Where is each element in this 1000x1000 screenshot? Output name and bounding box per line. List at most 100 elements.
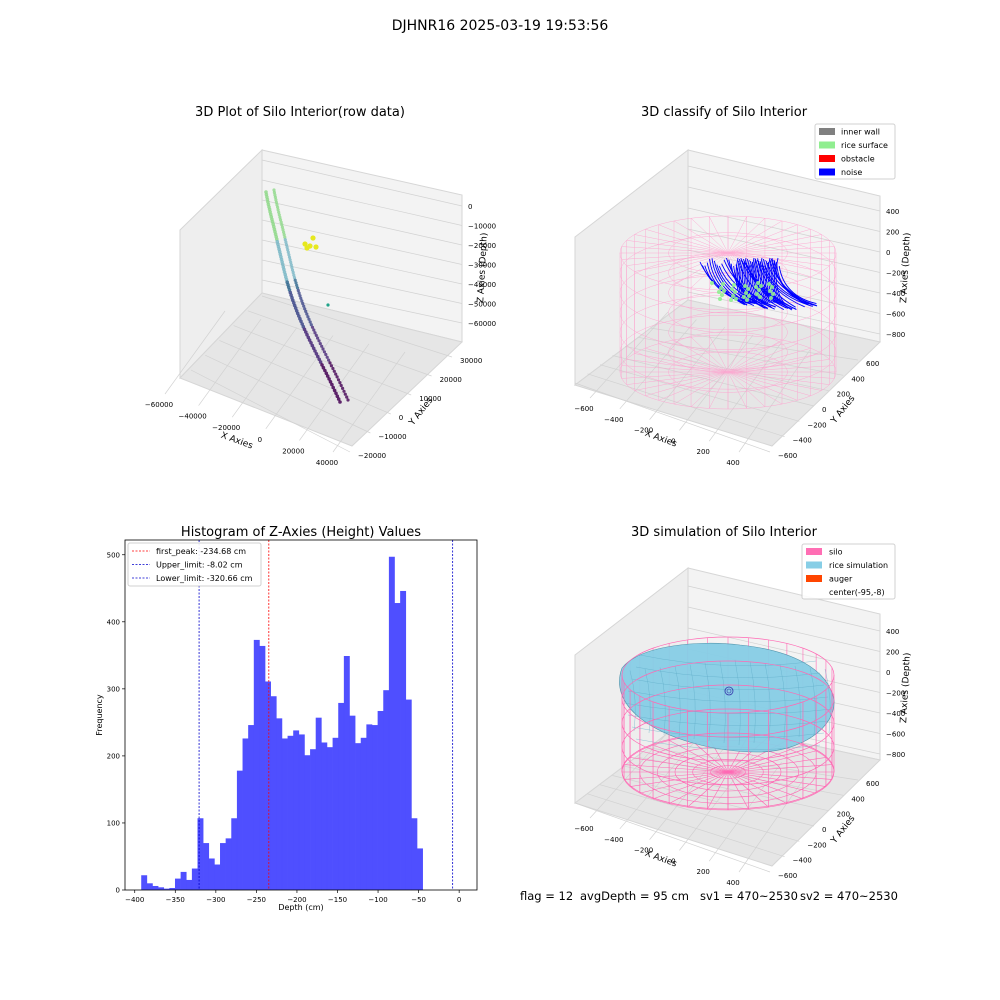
rice-surface-point [769,296,773,300]
raw-data-point [292,276,297,280]
silo-floor-spoke [639,771,729,794]
noise-trace [728,259,768,309]
rice-surface-point [759,284,763,288]
raw-data-point [336,378,341,382]
y-tick-label: −600 [778,452,797,460]
legend-label-center: center(-95,-8) [829,588,885,597]
noise-trace [773,261,783,304]
silo-top-spoke [727,224,798,254]
silo-ring [621,708,835,786]
z-tick-label: −800 [886,751,905,759]
silo-top-spoke [727,218,766,254]
x-tick-label: 40000 [316,459,338,467]
legend-swatch-inner-wall [819,128,835,135]
histogram-bar [388,556,395,890]
raw-data-point [304,330,308,334]
raw-data-point [281,228,285,232]
grid-line [589,311,669,399]
histogram-frame [124,539,478,891]
histogram-bar [383,690,390,890]
simulation-legend: silo rice simulation auger center(-95,-8… [801,543,896,600]
grid-line [587,793,785,858]
raw-data-point [294,281,298,285]
raw-data-point [314,333,318,337]
silo-bottom-spoke [658,343,729,373]
raw-data-point [309,323,313,327]
raw-data-point [322,350,326,354]
silo-top-spoke [690,218,729,254]
rice-surface-point [710,281,714,285]
raw-data-point [345,395,349,399]
y-tick-label: 30000 [460,357,482,365]
raw-data-point [316,336,320,340]
raw-data-point [276,208,280,212]
histogram-bar [304,755,311,890]
legend-swatch-silo [806,548,822,555]
noise-trace [743,257,753,304]
histogram-bar [146,883,153,890]
raw-data-point [286,248,290,252]
legend-swatch-auger [806,575,822,582]
rice-surface-point [743,284,747,288]
histogram-bar [180,871,187,890]
grid-line [708,762,782,862]
raw-data-point [321,347,325,351]
raw-data-point [272,188,276,192]
raw-data-point [274,200,278,204]
histogram-bar [355,743,362,890]
rice-surface-point [770,285,774,289]
raw-data-point [305,312,309,316]
silo-bottom-spoke [658,371,729,401]
legend-label-rice-surface: rice surface [841,141,888,150]
histogram-bar [343,656,350,890]
raw-data-point [284,243,289,247]
x-tick-label: −600 [574,825,593,833]
histogram-x-tick-label: −150 [328,896,347,904]
raw-data-point [308,320,312,324]
histogram-bar [141,875,148,890]
raw-data-point [343,392,347,396]
grid-line [637,336,844,376]
raw-data-point [299,296,303,300]
z-tick-label: −60000 [468,320,496,328]
raw-data-point [320,344,324,348]
z-tick-label: −800 [886,331,905,339]
silo-bottom-spoke [709,335,729,373]
grid-line [587,373,785,438]
y-tick-label: −20000 [358,452,386,460]
y-tick-label: −600 [778,872,797,880]
raw-data-point [272,190,276,195]
y-tick-label: 20000 [440,376,462,384]
raw-data-point [274,198,278,202]
noise-trace [735,257,745,304]
raw-data-point [282,230,286,234]
noise-trace [745,258,754,304]
silo-floor-spoke [707,771,729,810]
raw-data-point [338,400,342,404]
grid-line [687,606,881,652]
histogram-bar [372,725,378,890]
grid-line [687,228,881,273]
rice-surface-point [744,291,748,295]
silo-bottom-spoke [727,343,798,373]
raw-data-point [335,394,340,399]
histogram-bar [253,639,260,890]
raw-data-point [332,369,336,373]
x-tick-label: 0 [258,436,262,444]
simulation-3d-plot: 3D simulation of Silo Interior −600 −400 −… [573,525,913,887]
center-marker [724,686,734,696]
silo-top-spoke [673,252,729,286]
center-marker [726,688,732,694]
rice-surface-point [721,282,725,286]
silo-bottom-spoke [727,365,835,373]
raw-plot-title: 3D Plot of Silo Interior(row data) [195,105,405,120]
rice-surface-point [717,290,721,294]
legend-label-first-peak: first_peak: -234.68 cm [156,547,246,556]
classify-z-label: Z Axies (Depth) [899,232,913,303]
raw-data-point [292,273,296,277]
z-tick-label: −40000 [468,281,496,289]
noise-trace [761,258,770,304]
classify-3d-plot: 3D classify of Silo Interior −600 −400 −20… [573,105,913,467]
grid-line [687,249,881,294]
grid-line [164,310,226,395]
